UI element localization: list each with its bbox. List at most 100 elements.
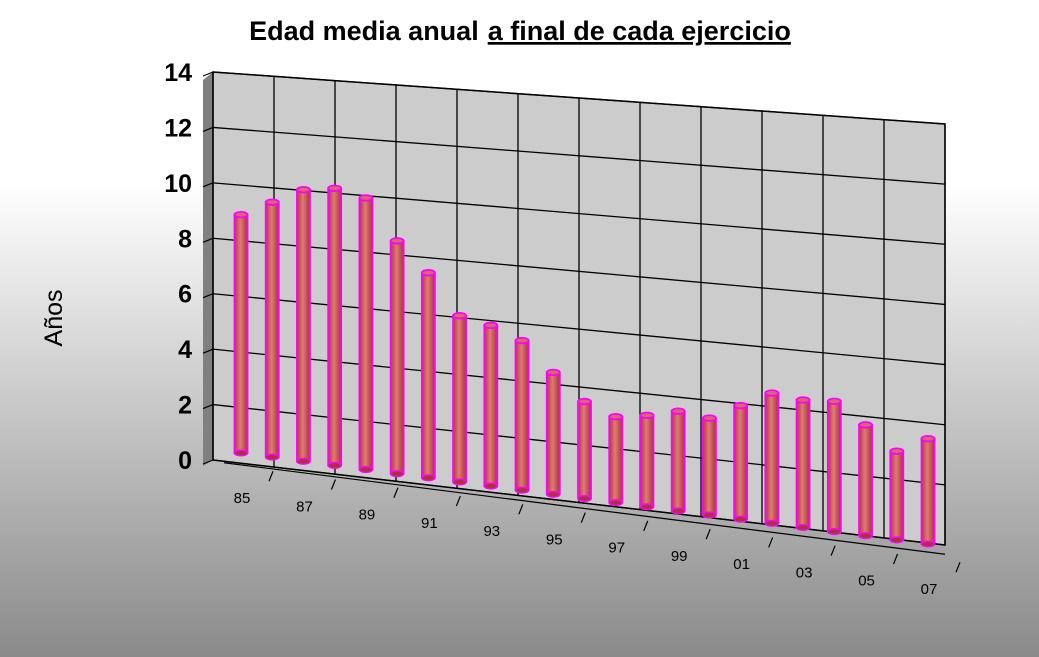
- bar: [264, 198, 280, 461]
- bar-base: [795, 523, 811, 532]
- bar-body: [358, 197, 374, 471]
- bar: [233, 210, 249, 457]
- bar-cap: [702, 414, 717, 422]
- x-tick-mark: [268, 471, 274, 482]
- bar-base: [296, 457, 311, 465]
- bar-body: [420, 271, 436, 479]
- x-tick-label: 87: [296, 498, 313, 515]
- bar: [920, 434, 936, 548]
- bar: [420, 269, 436, 482]
- bar-body: [389, 239, 405, 475]
- x-tick-label: 89: [359, 507, 376, 524]
- bar-cap: [858, 421, 873, 429]
- bar-body: [826, 400, 842, 533]
- bar-base: [358, 465, 374, 474]
- bar: [639, 411, 655, 511]
- bar-body: [608, 415, 624, 504]
- bar-body: [296, 188, 311, 463]
- bar: [733, 401, 749, 523]
- bar-cap: [420, 269, 436, 277]
- bar-cap: [639, 411, 655, 420]
- bar-body: [483, 324, 499, 487]
- y-tick-mark: [202, 348, 214, 354]
- bar-base: [546, 490, 561, 498]
- chart-title: Edad media anual a final de cada ejercici…: [249, 16, 791, 46]
- bar-cap: [670, 407, 686, 415]
- bar: [389, 237, 405, 478]
- bar-cap: [358, 194, 374, 202]
- x-tick-mark: [768, 537, 774, 548]
- bar-cap: [296, 185, 311, 194]
- bar: [608, 413, 624, 507]
- x-tick-mark: [518, 504, 524, 515]
- y-axis-ticks: 0 2 4 6 8 10 12 14: [164, 59, 214, 475]
- bar-cap: [233, 210, 249, 219]
- bar-cap: [483, 321, 499, 330]
- chart-title-main: Edad media anual: [249, 16, 479, 46]
- x-tick-label: 85: [234, 490, 251, 507]
- x-tick-label: 95: [546, 531, 563, 548]
- bar-base: [920, 540, 936, 548]
- bar: [577, 397, 592, 503]
- x-tick-label: 01: [733, 556, 750, 573]
- x-axis-ticks: 85 87 89 91 93 95 97 99 01 03 05 07: [223, 462, 961, 598]
- bar: [858, 421, 873, 540]
- bar-body: [889, 450, 905, 541]
- y-tick-mark: [202, 237, 214, 243]
- bar-cap: [795, 396, 811, 404]
- bar-base: [889, 536, 905, 544]
- bar-cap: [545, 368, 561, 377]
- x-tick-label: 03: [796, 564, 813, 581]
- y-tick-mark: [202, 126, 214, 132]
- x-tick-mark: [643, 520, 649, 532]
- bar: [889, 447, 905, 544]
- bar-cap: [826, 397, 842, 406]
- bar-cap: [608, 413, 624, 421]
- bar-body: [514, 339, 530, 492]
- chart-title-underlined: a final de cada ejercicio: [488, 16, 791, 46]
- bar-cap: [764, 389, 780, 397]
- x-tick-label: 07: [921, 581, 938, 598]
- y-tick-mark: [202, 404, 214, 410]
- bar: [296, 185, 311, 465]
- bar-body: [920, 437, 936, 545]
- y-tick-mark: [202, 182, 214, 188]
- bar-cap: [327, 184, 343, 192]
- bar: [514, 336, 530, 494]
- y-tick-label: 2: [178, 392, 192, 420]
- bar-base: [733, 515, 748, 523]
- bar-base: [514, 486, 530, 494]
- bar: [702, 414, 717, 519]
- bar-body: [233, 213, 249, 454]
- bar-base: [702, 511, 717, 519]
- bar-base: [858, 532, 873, 540]
- bar: [764, 389, 780, 527]
- y-tick-label: 0: [178, 447, 192, 475]
- x-tick-mark: [705, 528, 711, 540]
- bar-base: [421, 474, 436, 482]
- x-tick-mark: [455, 495, 461, 507]
- bar-cap: [264, 198, 280, 206]
- x-tick-label: 05: [858, 573, 875, 590]
- bar-base: [639, 503, 655, 511]
- x-tick-label: 99: [671, 548, 688, 565]
- y-tick-mark: [202, 71, 214, 77]
- bar-base: [233, 449, 249, 457]
- bar-base: [827, 528, 842, 536]
- bar-body: [795, 399, 811, 529]
- bar-body: [264, 201, 280, 459]
- bar: [545, 368, 561, 498]
- bar-cap: [733, 401, 749, 410]
- x-tick-mark: [830, 545, 836, 556]
- bar-body: [670, 410, 686, 512]
- y-tick-label: 4: [178, 336, 192, 364]
- bar-cap: [920, 434, 936, 443]
- x-tick-label: 93: [483, 523, 500, 540]
- x-tick-mark: [393, 487, 399, 499]
- bar: [670, 407, 686, 515]
- bar-base: [764, 519, 780, 527]
- bar-body: [733, 404, 749, 521]
- bar-body: [577, 400, 592, 500]
- bar: [358, 194, 374, 474]
